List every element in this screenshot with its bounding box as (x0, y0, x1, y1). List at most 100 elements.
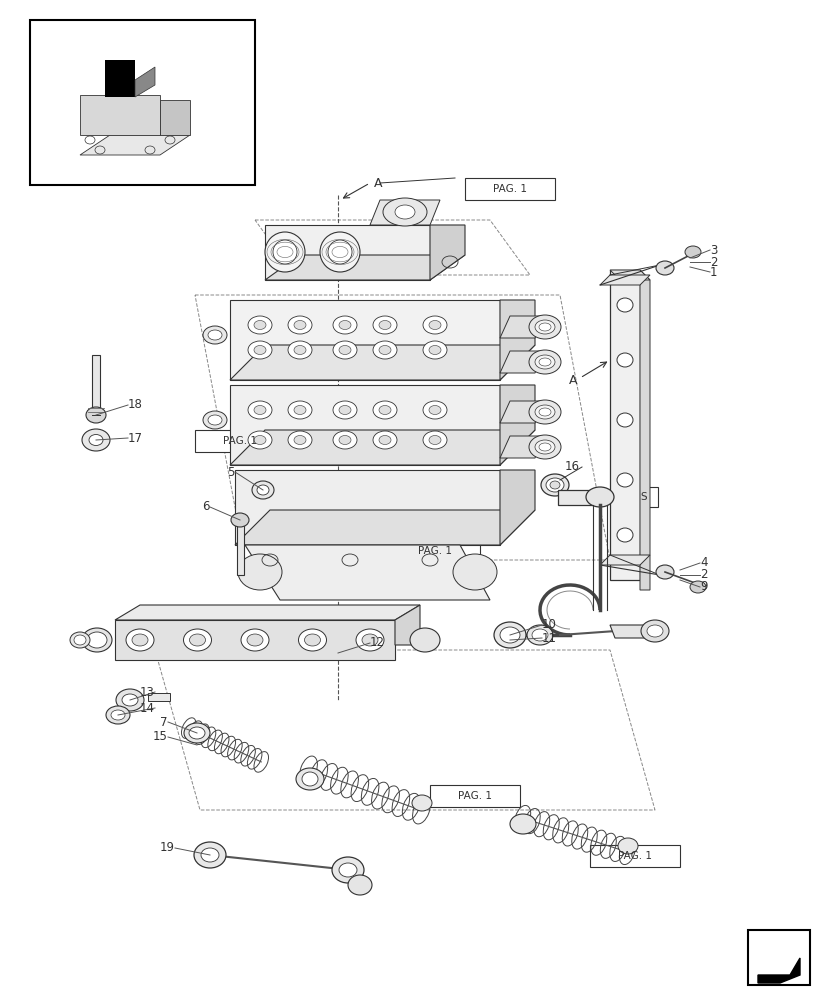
Ellipse shape (428, 406, 441, 414)
Bar (465, 178, 554, 200)
Ellipse shape (689, 581, 705, 593)
Ellipse shape (82, 429, 110, 451)
Polygon shape (639, 270, 649, 590)
Ellipse shape (338, 320, 351, 330)
Text: 13: 13 (140, 686, 155, 698)
Ellipse shape (294, 436, 306, 444)
Ellipse shape (294, 320, 306, 330)
Polygon shape (80, 135, 189, 155)
Ellipse shape (288, 341, 312, 359)
Ellipse shape (423, 341, 447, 359)
Polygon shape (80, 95, 160, 135)
Ellipse shape (500, 627, 519, 643)
Ellipse shape (288, 431, 312, 449)
Ellipse shape (332, 857, 364, 883)
Ellipse shape (428, 436, 441, 444)
Ellipse shape (372, 341, 396, 359)
Polygon shape (609, 270, 639, 580)
Ellipse shape (528, 350, 561, 374)
Ellipse shape (251, 481, 274, 499)
Ellipse shape (288, 401, 312, 419)
Bar (629, 487, 657, 507)
Ellipse shape (356, 629, 384, 651)
Polygon shape (609, 625, 654, 638)
Polygon shape (265, 255, 465, 280)
Ellipse shape (87, 632, 107, 648)
Ellipse shape (379, 320, 390, 330)
Polygon shape (500, 470, 534, 545)
Polygon shape (148, 693, 170, 701)
Ellipse shape (332, 316, 356, 334)
Polygon shape (245, 545, 490, 600)
Text: A: A (568, 373, 576, 386)
Polygon shape (230, 430, 534, 465)
Ellipse shape (338, 406, 351, 414)
Bar (747, 930, 809, 985)
Text: 5: 5 (227, 466, 235, 479)
Ellipse shape (246, 634, 263, 646)
Polygon shape (265, 225, 429, 280)
Ellipse shape (248, 341, 272, 359)
Text: 11: 11 (542, 632, 557, 644)
Ellipse shape (338, 346, 351, 355)
Text: PAG. 1: PAG. 1 (222, 436, 256, 446)
Text: 6: 6 (203, 500, 210, 514)
Ellipse shape (534, 440, 554, 454)
Ellipse shape (254, 320, 265, 330)
Ellipse shape (379, 346, 390, 355)
Polygon shape (115, 620, 394, 660)
Ellipse shape (412, 795, 432, 811)
Ellipse shape (528, 400, 561, 424)
Polygon shape (500, 351, 544, 373)
Polygon shape (235, 470, 500, 545)
Polygon shape (135, 67, 155, 97)
Ellipse shape (549, 481, 559, 489)
Ellipse shape (372, 316, 396, 334)
Polygon shape (394, 605, 419, 645)
Polygon shape (370, 200, 439, 225)
Text: 17: 17 (128, 432, 143, 444)
Ellipse shape (379, 406, 390, 414)
Ellipse shape (299, 629, 326, 651)
Text: 2: 2 (709, 255, 717, 268)
Polygon shape (500, 385, 534, 465)
Text: S: S (640, 492, 647, 502)
Ellipse shape (617, 838, 638, 854)
Ellipse shape (494, 622, 525, 648)
Ellipse shape (116, 689, 144, 711)
Ellipse shape (256, 485, 269, 495)
Ellipse shape (361, 634, 378, 646)
Text: 18: 18 (128, 398, 143, 412)
Ellipse shape (616, 353, 632, 367)
Ellipse shape (126, 629, 154, 651)
Text: 9: 9 (699, 580, 706, 593)
Ellipse shape (189, 634, 205, 646)
Ellipse shape (327, 240, 351, 264)
Ellipse shape (379, 436, 390, 444)
Ellipse shape (538, 358, 550, 366)
Ellipse shape (254, 346, 265, 355)
Ellipse shape (203, 411, 227, 429)
Text: A: A (373, 177, 382, 190)
Ellipse shape (231, 513, 249, 527)
Polygon shape (500, 401, 544, 423)
Text: 3: 3 (709, 243, 716, 256)
Text: 12: 12 (370, 636, 385, 650)
Ellipse shape (423, 401, 447, 419)
Text: 14: 14 (140, 702, 155, 714)
Text: PAG. 1: PAG. 1 (457, 791, 491, 801)
Ellipse shape (203, 326, 227, 344)
Ellipse shape (254, 406, 265, 414)
Ellipse shape (273, 240, 297, 264)
Ellipse shape (616, 413, 632, 427)
Ellipse shape (394, 205, 414, 219)
Ellipse shape (304, 634, 320, 646)
Ellipse shape (534, 320, 554, 334)
Ellipse shape (545, 478, 563, 492)
Text: 15: 15 (153, 730, 168, 743)
Polygon shape (235, 510, 534, 545)
Polygon shape (237, 520, 244, 575)
Polygon shape (500, 300, 534, 380)
Ellipse shape (332, 341, 356, 359)
Text: PAG. 1: PAG. 1 (418, 546, 452, 556)
